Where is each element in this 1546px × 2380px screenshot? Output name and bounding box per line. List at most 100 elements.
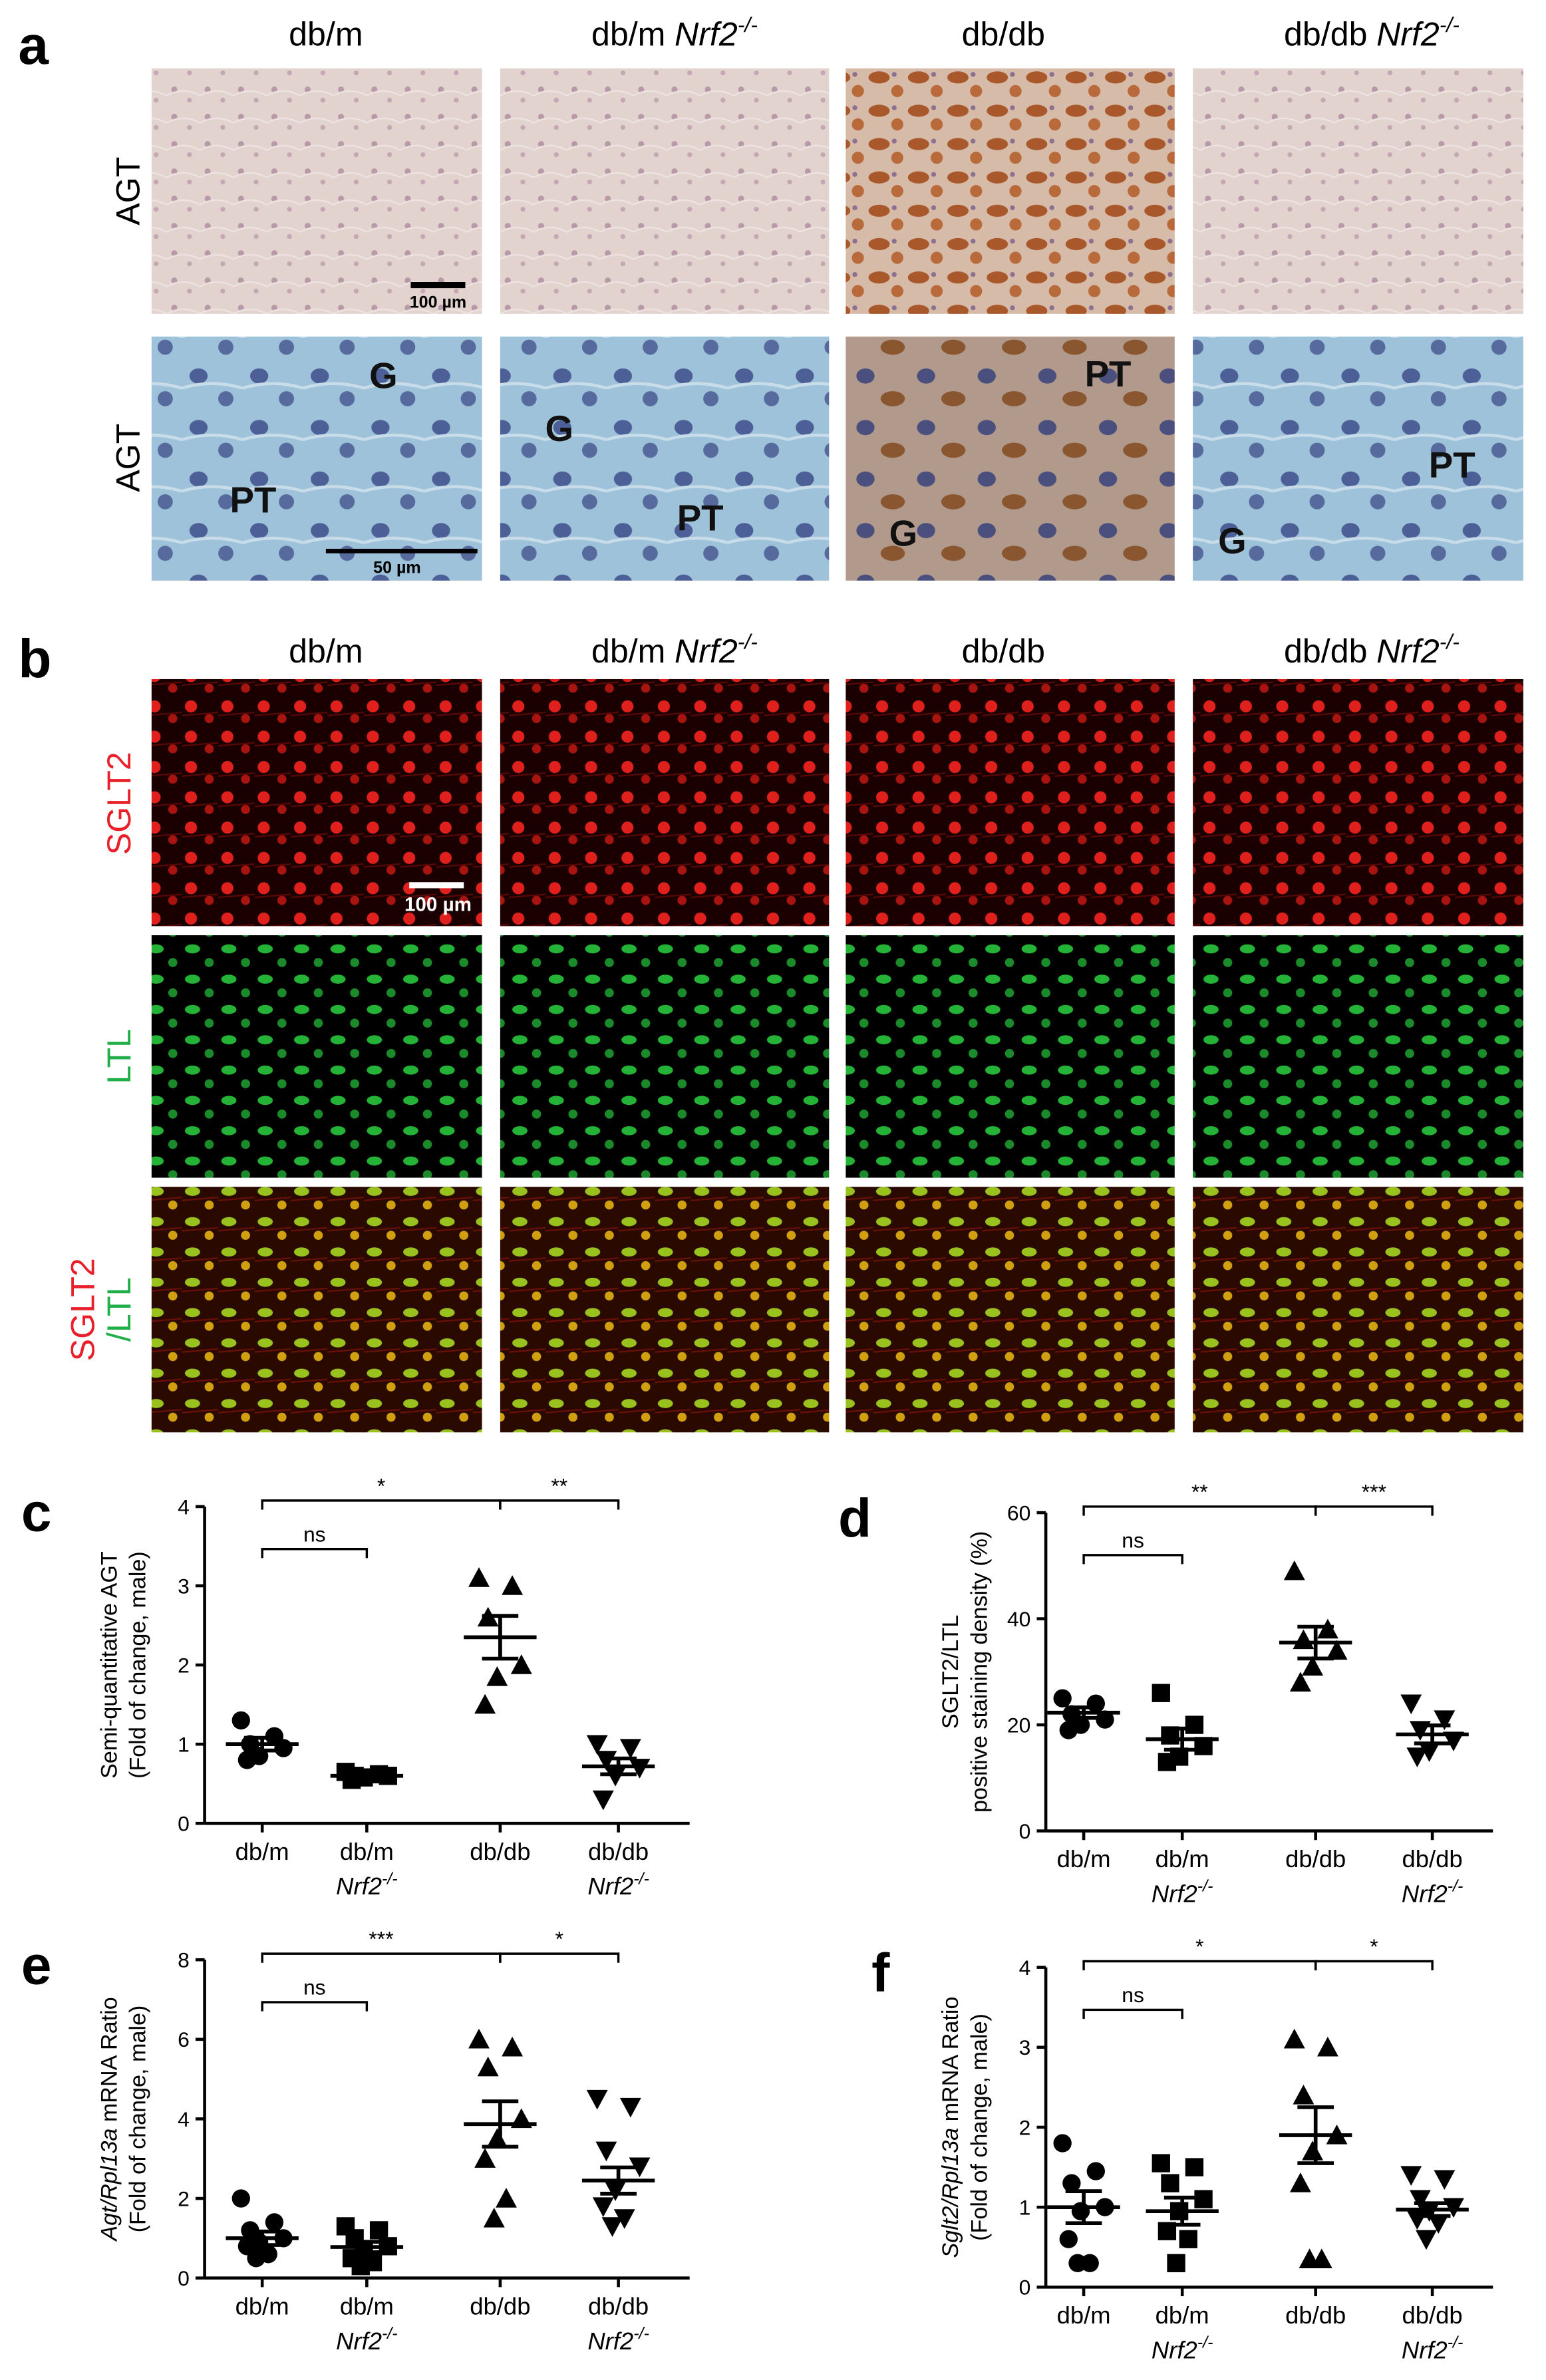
header-text: db/db [1284,633,1367,670]
x-tick-label: db/db [1402,2302,1463,2329]
y-axis-label: Semi-quantitative AGT [96,1551,122,1779]
data-point [586,2089,608,2110]
data-point [592,1790,614,1811]
scale-bar-label: 100 µm [404,894,472,916]
scale-bar-label: 50 µm [373,558,421,577]
y-tick-label: 4 [178,2107,190,2131]
row-label: AGT [110,424,147,492]
data-point [1409,2190,1431,2210]
data-point [1400,2166,1422,2186]
y-tick-label: 1 [1019,2196,1031,2220]
column-header: db/db Nrf2-/- [1284,629,1460,670]
header-sup: -/- [1440,629,1460,653]
data-point [1316,2036,1338,2057]
error-bar [349,2240,385,2254]
data-point [592,2197,614,2217]
column-header: db/m [289,16,363,53]
header-text: db/m [289,633,363,670]
data-point [1289,1672,1311,1692]
significance-label: ** [551,1473,567,1497]
data-point [1400,1694,1422,1715]
panel-letter: f [871,1943,890,2004]
y-axis-label-part: SGLT2/LTL [938,1615,963,1729]
error-bar [1297,1624,1334,1661]
annotation: PT [1085,353,1132,394]
micrograph [846,678,1175,927]
sup: -/- [1197,1877,1213,1896]
micrograph [846,935,1175,1178]
sup: -/- [1448,2333,1464,2352]
x-tick-label: db/m [1156,1845,1209,1872]
y-axis-label: (Fold of change, male) [126,1551,151,1779]
header-gene: Nrf2 [675,633,738,670]
y-tick-label: 8 [178,1948,190,1972]
y-axis-label-part: Agt/Rpl13a [96,2129,122,2242]
error-bar [600,1756,637,1777]
panel-letter: e [21,1936,52,1996]
data-point [1289,2172,1311,2192]
header-sup: -/- [738,13,758,37]
data-point [1068,2254,1087,2272]
gene: Nrf2 [336,2327,382,2355]
y-axis-label-part: (Fold of change, male) [126,2006,151,2233]
row-label: SGLT2 [64,1258,101,1361]
data-point [1406,2210,1428,2230]
y-tick-label: 3 [178,1574,190,1598]
data-point [1053,2134,1072,2153]
micrograph [151,68,482,314]
significance-bracket [1082,2008,1183,2019]
y-axis-label: Sglt2/Rpl13a mRNA Ratio [938,1996,963,2258]
data-point [486,1666,508,1686]
sup: -/- [382,2324,398,2343]
data-point [605,2181,626,2202]
error-bar [482,1614,519,1661]
significance-label: ns [303,1522,326,1546]
y-tick-label: 3 [1019,2035,1031,2059]
data-point [369,2221,388,2240]
data-point [351,2257,370,2276]
error-bar [1414,1723,1451,1745]
column-header: db/m Nrf2-/- [591,13,758,53]
sup: -/- [382,1869,398,1888]
column-header: db/db [962,633,1045,670]
panel-letter: b [18,629,51,690]
error-bar [1163,1726,1201,1752]
x-tick-label-gene: Nrf2-/- [1402,1877,1463,1908]
data-point [619,2097,641,2118]
scale-bar [325,549,478,553]
y-tick-label: 4 [1019,1956,1031,1980]
header-gene: Nrf2 [675,16,738,53]
y-tick-label: 0 [1019,2276,1031,2300]
data-point [1418,1742,1440,1762]
x-tick-label: db/db [470,1838,530,1865]
x-tick-label: db/m [235,2292,289,2319]
x-tick-label: db/m [1057,2302,1111,2329]
error-bar [1297,2105,1334,2165]
data-point [483,2208,505,2228]
x-tick-label-gene: Nrf2-/- [1402,2333,1463,2364]
header-text: db/db [962,633,1045,670]
significance-bracket [1314,1505,1434,1516]
data-point [619,1739,641,1759]
significance-bracket [1082,1960,1317,1971]
data-point [1299,2248,1320,2268]
column-header: db/m Nrf2-/- [591,629,758,670]
x-tick-label: db/db [1285,1845,1346,1872]
micrograph [846,337,1175,581]
gene: Nrf2 [1152,2336,1197,2363]
y-axis-label-part: (Fold of change, male) [967,2013,992,2241]
row-label: LTL [100,1029,138,1084]
y-tick-label: 0 [178,2266,190,2290]
micrograph [500,935,830,1178]
header-gene: Nrf2 [1376,633,1440,670]
data-point [1293,1629,1314,1650]
header-text: db/m [591,16,665,53]
data-point [502,1575,524,1595]
scale-bar [409,882,464,889]
data-point [1443,1731,1464,1751]
x-tick-label-gene: Nrf2-/- [587,2324,649,2355]
data-point [247,2249,265,2268]
data-point [1086,1694,1105,1713]
header-text: db/db [1284,16,1367,53]
